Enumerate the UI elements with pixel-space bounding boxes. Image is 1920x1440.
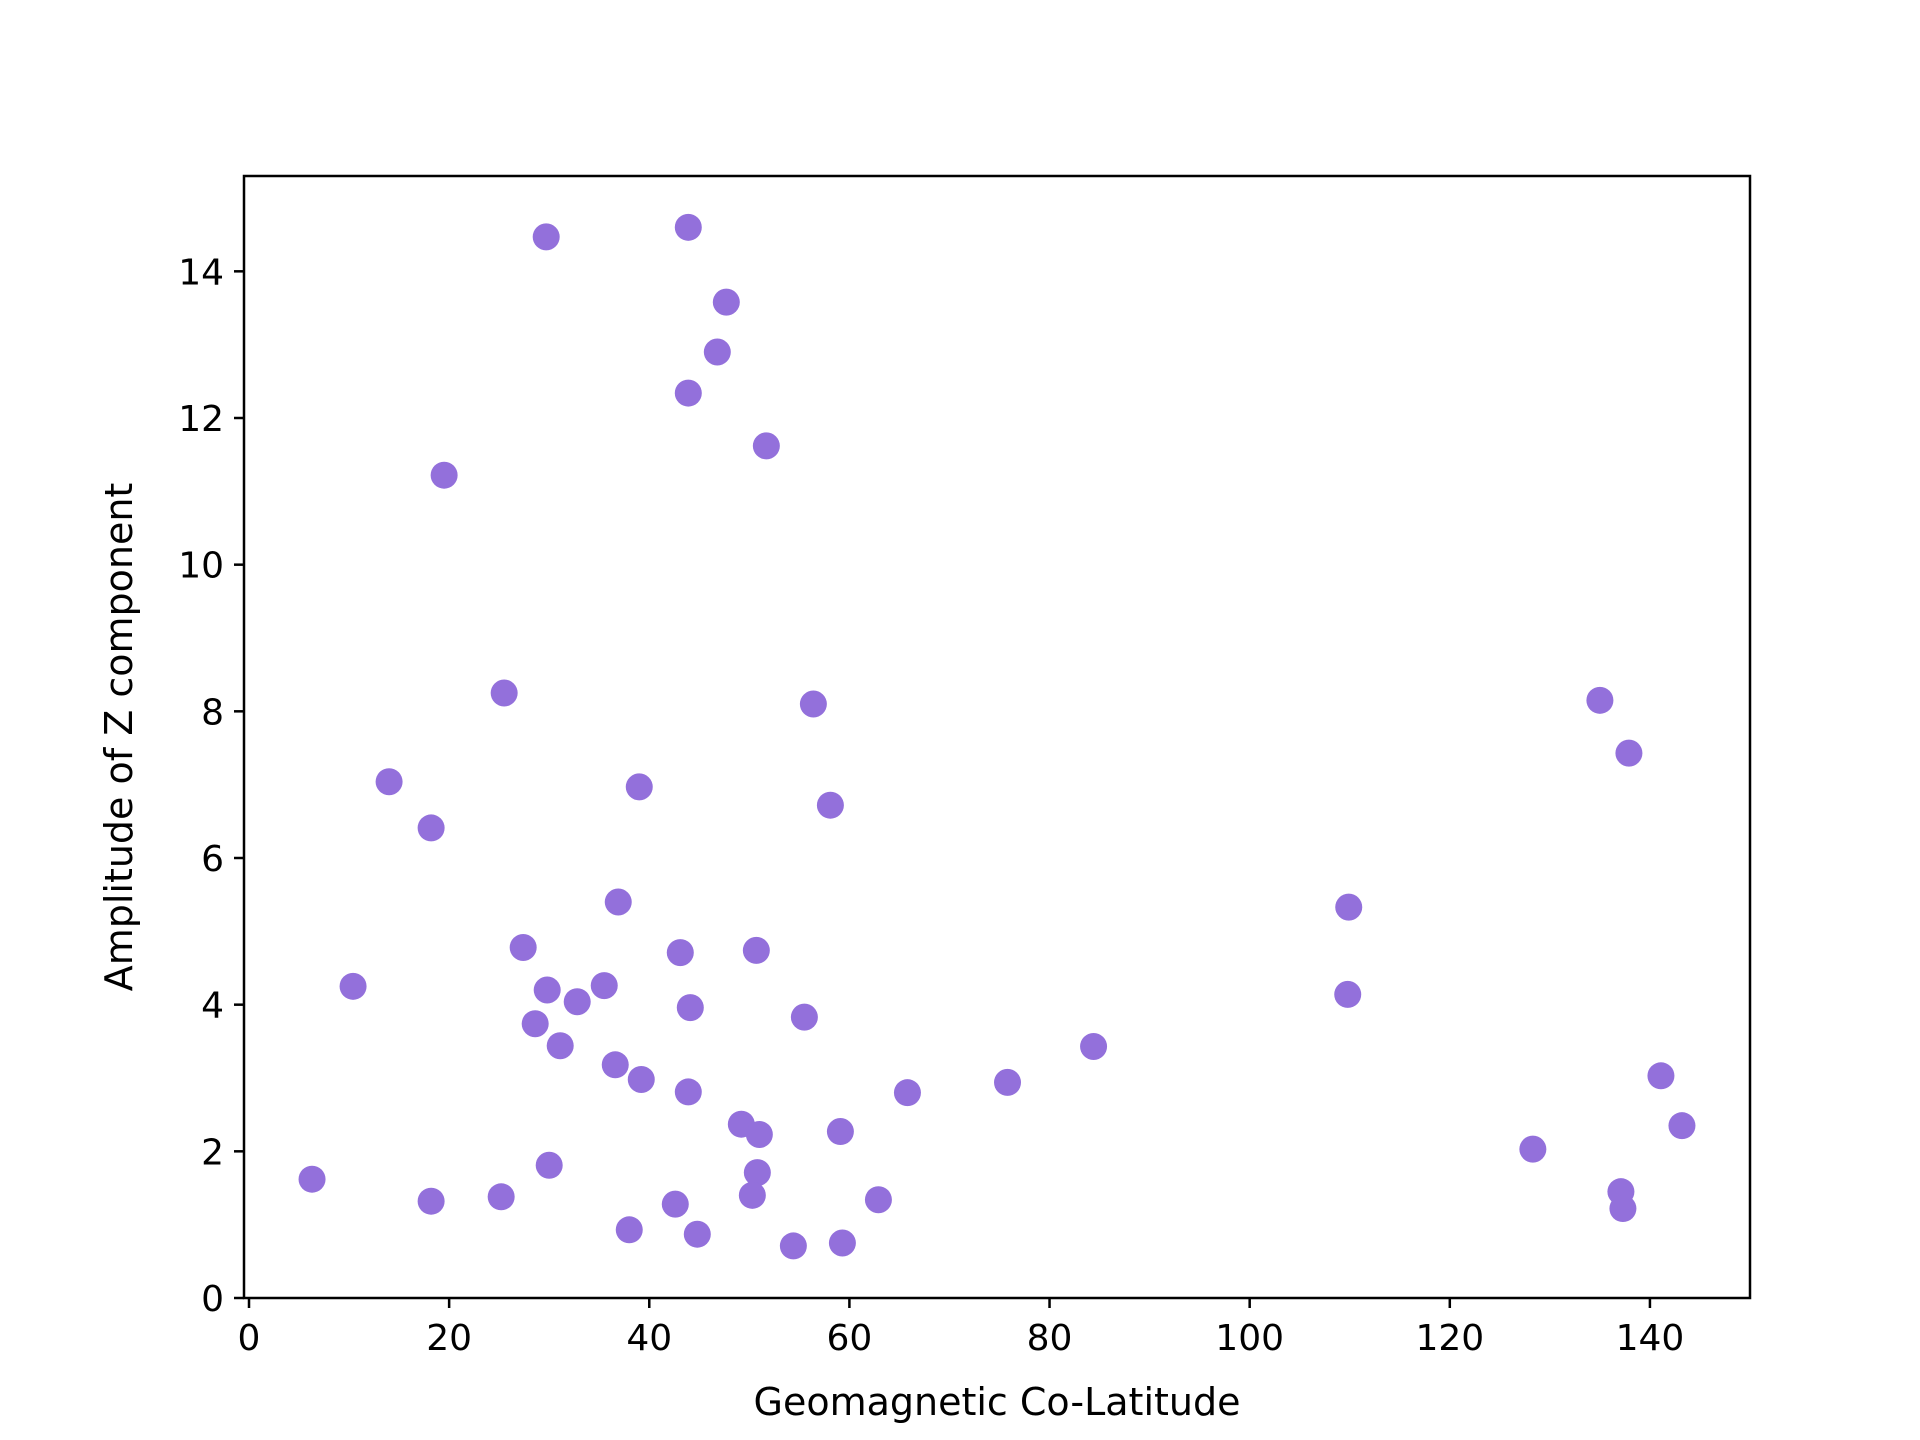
data-point [799,690,827,718]
x-tick-label: 60 [826,1318,872,1359]
x-tick-label: 0 [238,1318,261,1359]
data-point [615,1216,643,1244]
data-point [661,1190,689,1218]
y-axis-label: Amplitude of Z component [97,483,141,992]
data-point [1519,1135,1547,1163]
x-tick-label: 100 [1215,1318,1284,1359]
data-point [1609,1195,1637,1223]
data-point [627,1065,655,1093]
data-point [742,936,770,964]
y-tick-label: 0 [201,1279,224,1320]
data-point [674,1078,702,1106]
data-point [674,379,702,407]
data-point [375,768,403,796]
data-point [1335,893,1363,921]
data-point [779,1232,807,1260]
y-tick-label: 4 [201,986,224,1027]
data-point [703,338,731,366]
y-tick-label: 2 [201,1132,224,1173]
data-point [1647,1062,1675,1090]
data-point [298,1165,326,1193]
data-point [1586,686,1614,714]
x-axis-label: Geomagnetic Co-Latitude [754,1380,1241,1424]
y-tick-label: 12 [178,399,224,440]
data-point [994,1068,1022,1096]
data-point [745,1120,773,1148]
data-point [417,814,445,842]
data-point [1080,1032,1108,1060]
data-point [521,1010,549,1038]
plot-frame [242,174,1752,1300]
data-point [826,1118,854,1146]
data-point [339,972,367,1000]
data-point [590,972,618,1000]
data-point [674,213,702,241]
data-point [683,1220,711,1248]
data-point [752,432,780,460]
data-point [490,679,518,707]
x-tick-label: 140 [1616,1318,1685,1359]
data-point [864,1186,892,1214]
data-point [893,1079,921,1107]
data-point [533,976,561,1004]
y-tick-label: 14 [178,252,224,293]
data-point [1615,739,1643,767]
data-point [487,1183,515,1211]
x-tick-label: 20 [426,1318,472,1359]
data-point [546,1032,574,1060]
data-point [676,994,704,1022]
data-point [417,1187,445,1215]
data-point [604,888,632,916]
data-point [625,773,653,801]
data-point [1334,980,1362,1008]
y-axis-ticks: 0 2 4 6 8 10 12 14 [178,252,244,1320]
data-point [532,223,560,251]
y-tick-label: 8 [201,692,224,733]
data-point [430,461,458,489]
data-point [535,1151,563,1179]
data-point [712,288,740,316]
x-tick-label: 80 [1027,1318,1073,1359]
points-layer [298,213,1696,1260]
data-point [563,988,591,1016]
data-point [666,939,694,967]
data-point [601,1051,629,1079]
data-point [743,1159,771,1187]
x-axis-ticks: 0 20 40 60 80 100 120 140 [238,1298,1685,1359]
x-tick-label: 40 [626,1318,672,1359]
data-point [1668,1112,1696,1140]
data-point [828,1229,856,1257]
data-point [816,791,844,819]
data-point [509,933,537,961]
data-point [790,1003,818,1031]
x-tick-label: 120 [1415,1318,1484,1359]
y-tick-label: 6 [201,839,224,880]
y-tick-label: 10 [178,546,224,587]
data-point [738,1181,766,1209]
